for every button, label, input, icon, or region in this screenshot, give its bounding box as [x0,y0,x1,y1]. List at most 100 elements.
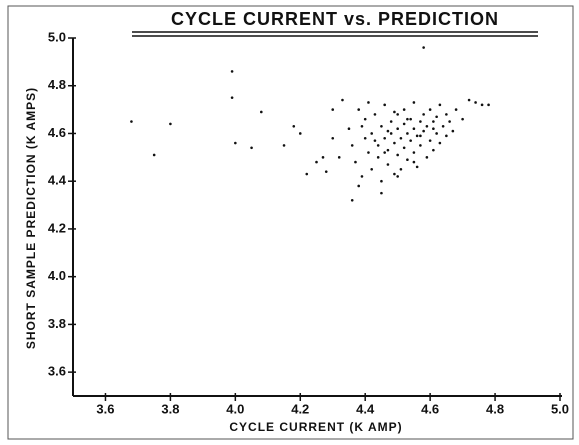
point [350,144,354,147]
point [435,132,438,135]
point [260,110,263,114]
point [396,127,399,130]
point [432,148,435,152]
point [487,103,490,107]
y-tick-label: 4.4 [48,173,67,188]
point [370,167,373,171]
point [422,113,425,116]
point [341,98,344,102]
point [298,132,302,135]
point [380,125,383,128]
point [419,120,422,123]
point [406,132,409,135]
x-tick-label: 3.6 [96,401,114,416]
point [480,103,484,107]
point [438,141,442,145]
y-tick-label: 3.8 [48,316,66,331]
point [445,134,448,138]
point [432,120,435,123]
point [419,134,422,138]
point [367,101,370,104]
point [412,127,416,130]
point [451,129,455,133]
point [305,172,309,176]
point [360,175,364,178]
point [399,136,403,140]
point [363,117,367,121]
point [432,127,435,130]
chart-title: CYCLE CURRENT vs. PREDICTION [171,9,499,29]
point [402,146,406,150]
point [386,129,390,133]
point [425,156,429,159]
point [389,132,393,135]
point [321,156,325,159]
point [402,122,406,126]
y-tick-label: 5.0 [48,29,66,44]
x-tick-label: 5.0 [551,401,569,416]
point [250,146,253,150]
x-axis-label: CYCLE CURRENT (K AMP) [229,420,402,434]
point [396,175,399,178]
point [357,184,361,188]
point [292,125,296,128]
point [380,179,383,183]
point [386,148,390,152]
point [376,156,380,159]
point [474,101,477,104]
point [422,46,425,49]
point [406,117,409,121]
point [350,198,354,202]
x-tick-label: 3.8 [161,401,179,416]
point [331,136,335,140]
point [435,115,438,119]
point [428,108,432,111]
point [454,108,458,111]
point [130,120,133,123]
x-tick-label: 4.0 [226,401,244,416]
point [422,129,425,133]
x-tick-label: 4.2 [291,401,309,416]
x-tick-label: 4.6 [421,401,439,416]
point [152,153,156,157]
point [360,125,364,128]
point [425,125,429,128]
point [383,136,386,140]
point [363,136,367,140]
point [370,132,373,135]
point [393,141,396,145]
point [315,160,318,164]
point [357,108,361,111]
point [376,144,380,147]
point [393,110,396,114]
point [331,108,335,111]
point [396,153,399,157]
point [354,160,357,164]
point [347,127,351,130]
point [448,120,451,123]
point [324,170,328,173]
point [399,167,403,171]
y-tick-label: 4.8 [48,77,66,92]
point [406,158,409,162]
point [396,113,399,116]
point [373,113,377,116]
point [367,151,370,154]
y-axis-label: SHORT SAMPLE PREDICTION (K AMPS) [24,87,38,349]
y-tick-label: 4.0 [48,268,66,283]
point [234,141,237,145]
point [393,172,396,176]
y-tick-label: 3.6 [48,364,66,379]
point [467,98,471,102]
y-tick-label: 4.6 [48,125,66,140]
x-tick-label: 4.4 [356,401,375,416]
point [419,144,422,147]
point [282,144,286,147]
point [230,70,234,73]
point [230,96,234,99]
point [438,103,442,107]
point [412,151,416,154]
point [386,163,390,166]
point [383,151,386,154]
